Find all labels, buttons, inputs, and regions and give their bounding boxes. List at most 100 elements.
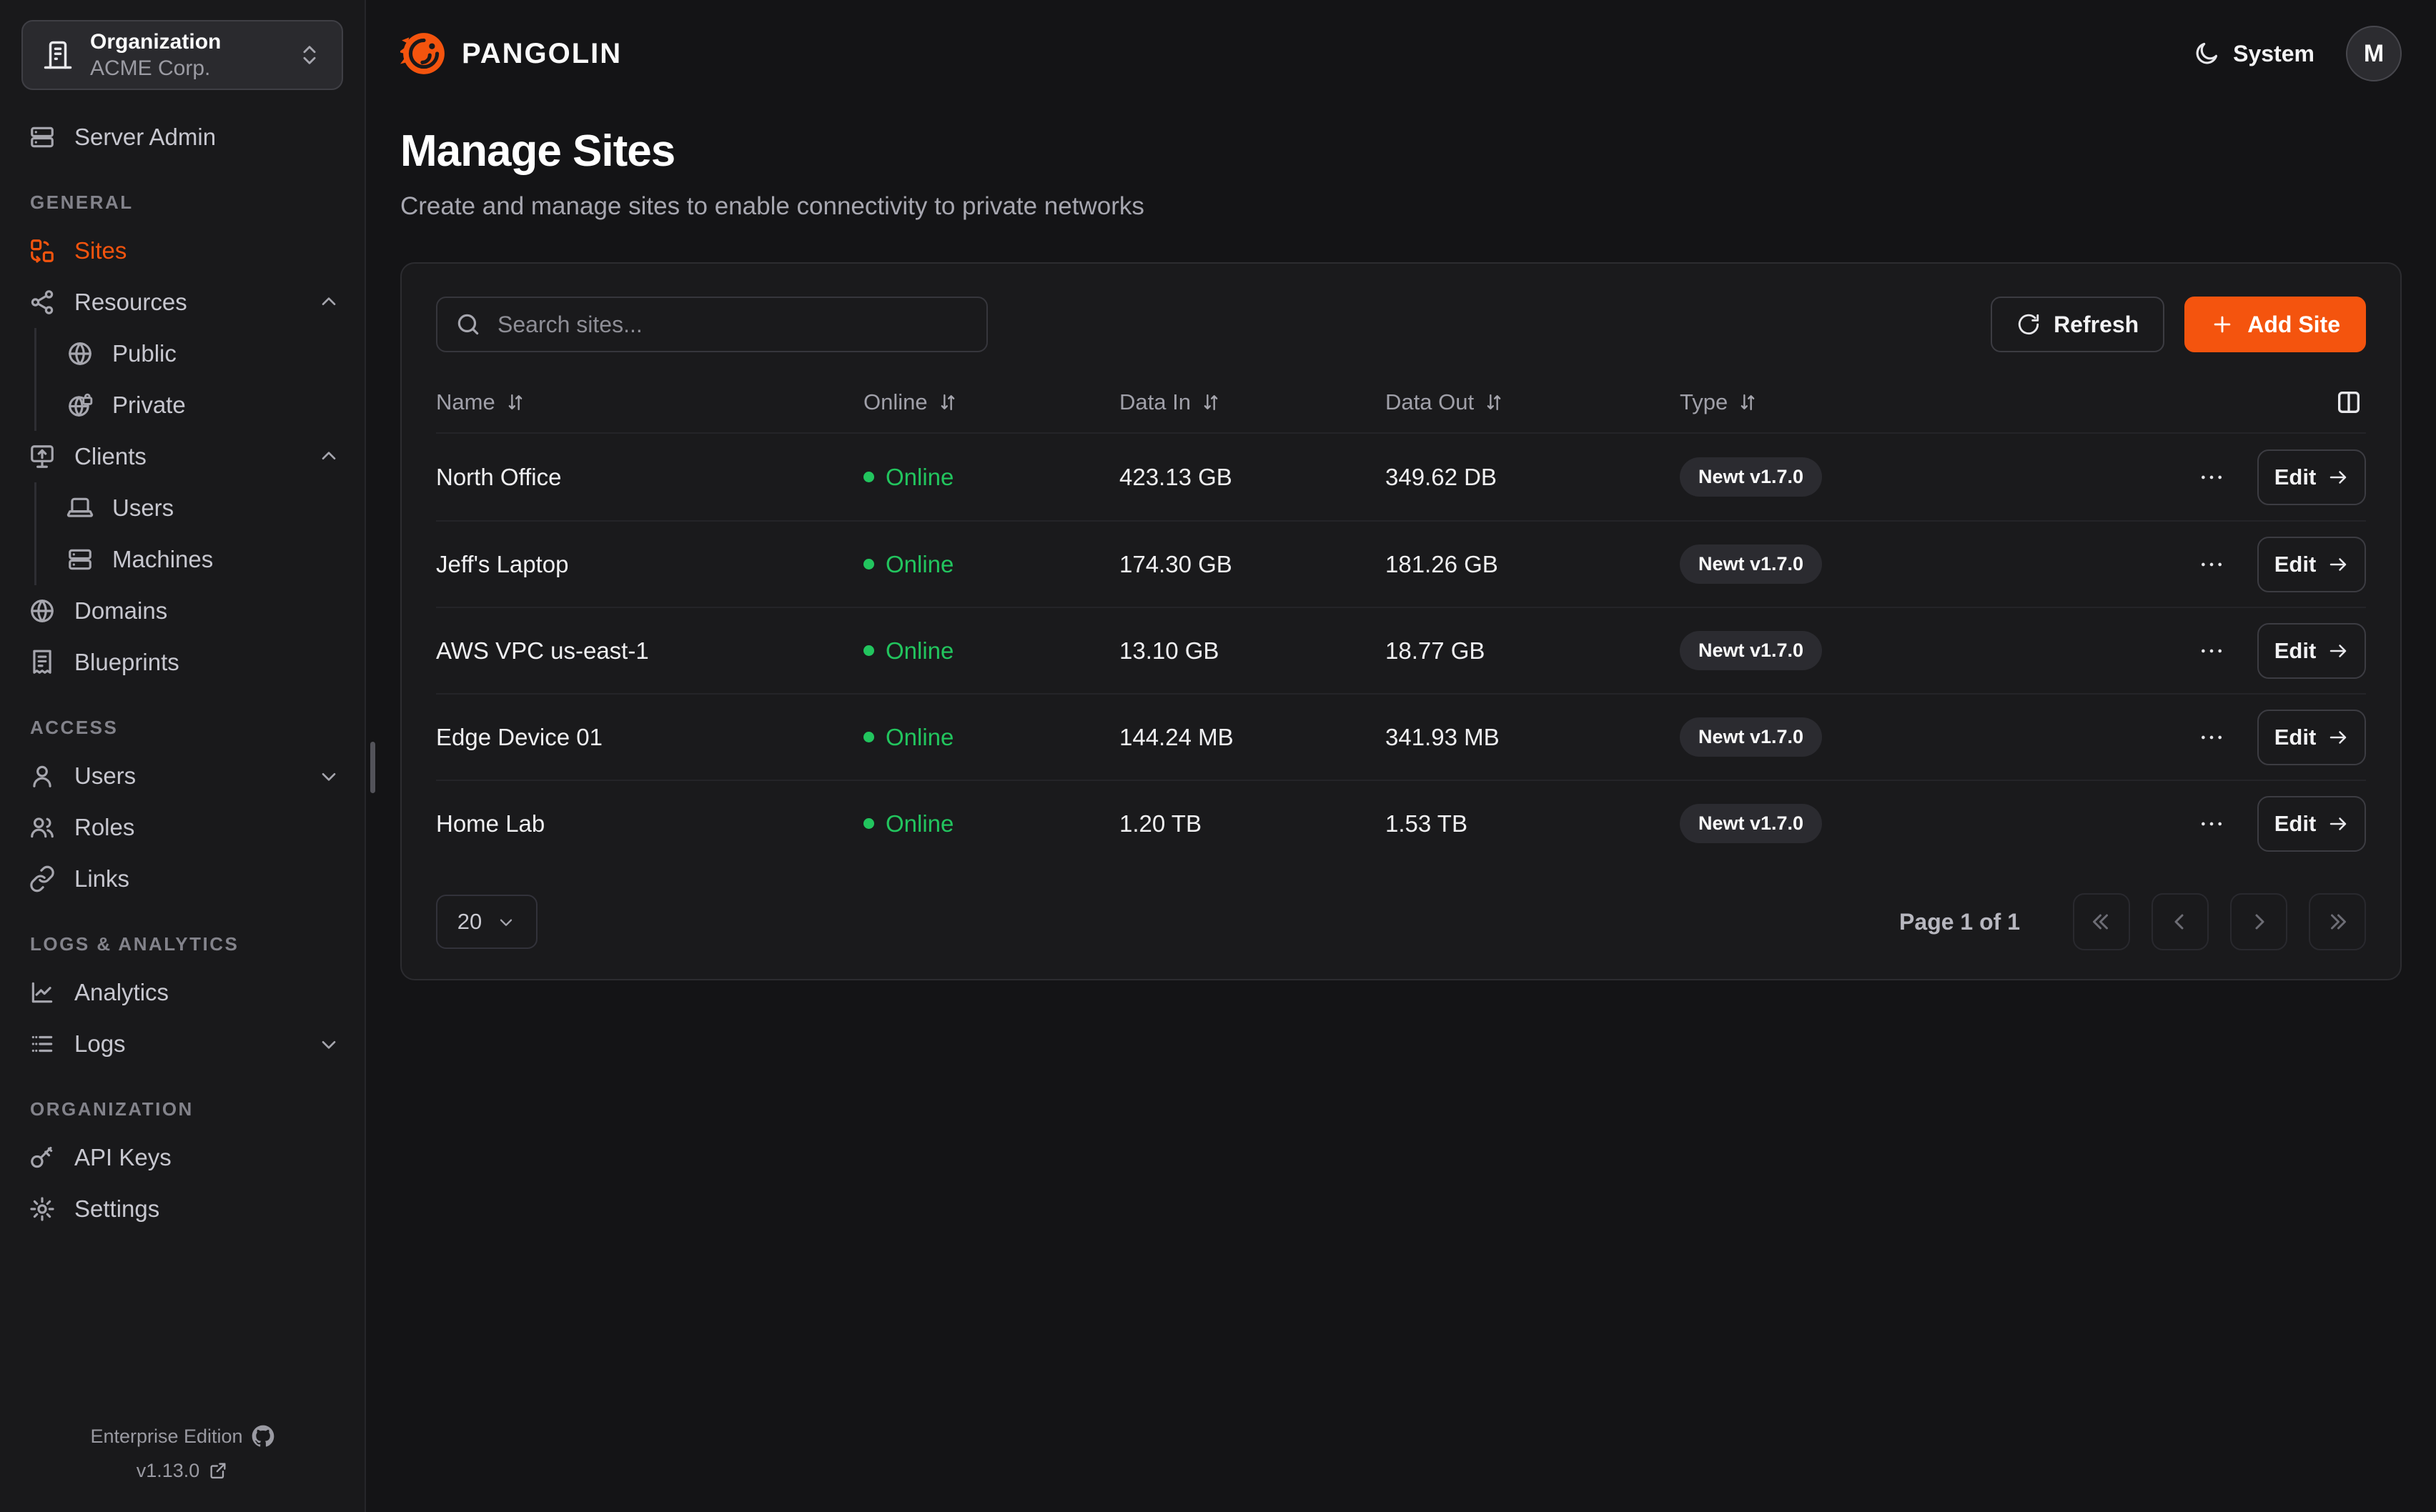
column-visibility-button[interactable] [2332, 385, 2366, 419]
last-page-button[interactable] [2309, 893, 2366, 950]
row-menu-button[interactable] [2192, 544, 2232, 585]
avatar[interactable]: M [2346, 26, 2402, 81]
external-link-icon [210, 1463, 226, 1479]
online-dot [863, 818, 874, 829]
users-icon [31, 817, 54, 838]
search-input[interactable] [436, 297, 988, 352]
sidebar-scrollbar-thumb[interactable] [370, 742, 375, 793]
sidebar-item-label: Users [112, 494, 174, 521]
edit-label: Edit [2274, 551, 2317, 577]
column-header-online[interactable]: Online [863, 389, 1119, 415]
type-cell: Newt v1.7.0 [1680, 631, 2192, 670]
refresh-label: Refresh [2054, 311, 2139, 337]
edit-button[interactable]: Edit [2257, 795, 2366, 852]
org-selector-value: ACME Corp. [90, 56, 211, 80]
column-header-data-in[interactable]: Data In [1119, 389, 1385, 415]
arrow-right-icon [2330, 730, 2347, 744]
brand[interactable]: PANGOLIN [400, 30, 622, 77]
ellipsis-icon [2202, 562, 2222, 566]
sort-icon [1487, 394, 1501, 411]
globe-lock-icon [69, 393, 93, 417]
table-row: AWS VPC us-east-1 Online 13.10 GB 18.77 … [436, 607, 2366, 693]
sidebar-item-label: Server Admin [74, 124, 217, 150]
data-in: 13.10 GB [1119, 637, 1219, 664]
arrow-right-icon [2330, 557, 2347, 571]
sidebar-item-settings[interactable]: Settings [29, 1183, 340, 1235]
topbar-right: System M [2193, 26, 2402, 81]
page-size-select[interactable]: 20 [436, 895, 538, 949]
data-out: 349.62 DB [1385, 463, 1497, 490]
column-header-name[interactable]: Name [436, 389, 863, 415]
row-menu-button[interactable] [2192, 457, 2232, 497]
first-page-button[interactable] [2073, 893, 2130, 950]
status-cell: Online [863, 551, 1119, 578]
online-dot [863, 559, 874, 570]
sidebar-item-analytics[interactable]: Analytics [29, 967, 340, 1018]
chevron-up-icon [322, 297, 336, 305]
sidebar-item-clients[interactable]: Clients [29, 431, 340, 482]
sidebar-item-users[interactable]: Users [29, 750, 340, 802]
sidebar-item-client-users[interactable]: Users [66, 482, 340, 534]
edit-button[interactable]: Edit [2257, 622, 2366, 679]
brand-name: PANGOLIN [462, 37, 623, 69]
type-badge: Newt v1.7.0 [1680, 804, 1823, 843]
sidebar-item-domains[interactable]: Domains [29, 585, 340, 637]
column-header-data-out[interactable]: Data Out [1385, 389, 1680, 415]
sidebar-item-label: Machines [112, 546, 214, 572]
sidebar-item-logs[interactable]: Logs [29, 1018, 340, 1070]
refresh-icon [2018, 314, 2039, 335]
table-body: North Office Online 423.13 GB 349.62 DB … [436, 434, 2366, 866]
sidebar-item-machines[interactable]: Machines [66, 534, 340, 585]
status-cell: Online [863, 724, 1119, 751]
chevron-right-icon [2255, 914, 2264, 930]
status-cell: Online [863, 464, 1119, 491]
next-page-button[interactable] [2230, 893, 2287, 950]
row-menu-button[interactable] [2192, 804, 2232, 844]
list-icon [31, 1035, 53, 1053]
search-icon [457, 314, 479, 335]
sidebar-item-roles[interactable]: Roles [29, 802, 340, 853]
edit-button[interactable]: Edit [2257, 536, 2366, 592]
row-menu-button[interactable] [2192, 631, 2232, 671]
edit-label: Edit [2274, 464, 2317, 489]
table-row: North Office Online 423.13 GB 349.62 DB … [436, 434, 2366, 520]
previous-page-button[interactable] [2152, 893, 2209, 950]
gear-icon [30, 1197, 54, 1221]
sidebar-item-server-admin[interactable]: Server Admin [29, 111, 340, 163]
status-cell: Online [863, 810, 1119, 837]
org-selector[interactable]: Organization ACME Corp. [21, 20, 343, 90]
sidebar-item-public[interactable]: Public [66, 328, 340, 379]
sidebar-item-api-keys[interactable]: API Keys [29, 1132, 340, 1183]
edit-button[interactable]: Edit [2257, 709, 2366, 765]
sidebar-item-private[interactable]: Private [66, 379, 340, 431]
data-in: 423.13 GB [1119, 463, 1232, 490]
receipt-icon [33, 650, 51, 674]
theme-toggle[interactable]: System [2193, 40, 2314, 67]
sidebar-item-blueprints[interactable]: Blueprints [29, 637, 340, 688]
row-menu-button[interactable] [2192, 717, 2232, 757]
columns-icon [2338, 392, 2360, 413]
chevrons-up-down-icon [303, 46, 316, 64]
sidebar-footer: Enterprise Edition v1.13.0 [0, 1419, 365, 1512]
toolbar: Refresh Add Site [436, 297, 2366, 352]
edition-line[interactable]: Enterprise Edition [0, 1419, 365, 1453]
section-label-logs-analytics: LOGS & ANALYTICS [30, 933, 239, 955]
server-icon [69, 549, 91, 570]
row-actions: Edit [2192, 709, 2366, 765]
version-line[interactable]: v1.13.0 [0, 1453, 365, 1488]
topbar: PANGOLIN System M [400, 0, 2402, 107]
sidebar-item-sites[interactable]: Sites [29, 225, 340, 277]
refresh-button[interactable]: Refresh [1991, 297, 2165, 352]
resources-icon [31, 290, 54, 314]
sidebar-item-links[interactable]: Links [29, 853, 340, 905]
edit-button[interactable]: Edit [2257, 449, 2366, 505]
add-site-button[interactable]: Add Site [2184, 297, 2366, 352]
column-header-type[interactable]: Type [1680, 389, 2332, 415]
type-cell: Newt v1.7.0 [1680, 544, 2192, 584]
chevron-down-icon [322, 1041, 336, 1049]
globe-icon [31, 600, 54, 622]
key-icon [31, 1146, 53, 1168]
sidebar-item-resources[interactable]: Resources [29, 277, 340, 328]
online-dot [863, 645, 874, 656]
